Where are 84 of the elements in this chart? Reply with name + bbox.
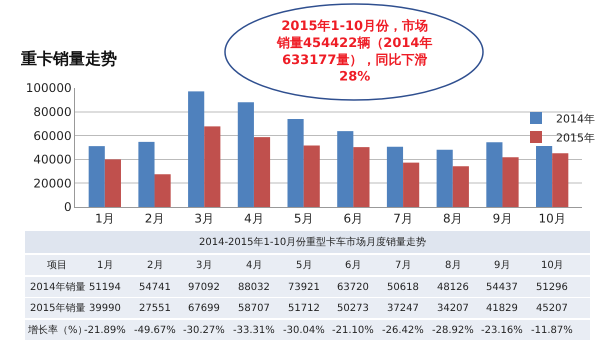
x-tick-label: 4月: [244, 211, 264, 226]
bar: [254, 137, 270, 207]
x-tick-label: 7月: [393, 211, 413, 226]
bar: [188, 91, 204, 207]
x-tick-label: 10月: [538, 211, 566, 226]
bar: [204, 126, 220, 207]
bar: [104, 159, 121, 207]
text: 项目: [47, 260, 67, 271]
bar: [304, 145, 320, 207]
text: -21.10%: [332, 325, 374, 336]
bar: [436, 150, 453, 207]
text: -49.67%: [134, 325, 176, 336]
bar: [403, 162, 420, 207]
bar: [138, 142, 155, 207]
y-tick-label: 40000: [33, 152, 72, 167]
data-label: 54437: [486, 282, 518, 293]
data-label: 45207: [536, 303, 568, 314]
x-tick-label: 9月: [492, 211, 512, 226]
bar: [238, 102, 254, 207]
data-label: 54741: [139, 282, 171, 293]
data-label: 48126: [437, 282, 469, 293]
bar: [536, 146, 552, 207]
x-tick-label: 5月: [294, 211, 314, 226]
legend-label: 2015年: [556, 131, 595, 144]
y-tick-label: 0: [64, 200, 72, 214]
category-label: 8月: [445, 260, 462, 271]
bar: [502, 157, 519, 207]
text: -26.42%: [382, 325, 424, 336]
bar: [154, 174, 171, 207]
data-label: 39990: [89, 303, 121, 314]
bar: [452, 166, 469, 207]
x-tick-label: 3月: [194, 211, 214, 226]
bar: [552, 153, 568, 207]
data-label: 58707: [238, 303, 270, 314]
bar: [353, 147, 370, 207]
x-tick-label: 8月: [442, 211, 463, 226]
text: -33.31%: [233, 325, 275, 336]
bar: [88, 146, 105, 207]
category-label: 4月: [246, 260, 262, 271]
text: -30.27%: [183, 325, 225, 336]
data-label: 34207: [437, 303, 469, 314]
data-label: 63720: [337, 282, 369, 293]
text: -21.89%: [84, 325, 126, 336]
y-tick-label: 80000: [33, 104, 72, 119]
data-label: 50618: [387, 282, 419, 293]
data-label: 51296: [536, 282, 568, 293]
data-label: 88032: [238, 282, 270, 293]
text: -23.16%: [481, 325, 523, 336]
legend-label: 2014年: [556, 112, 595, 126]
data-label: 37247: [387, 303, 419, 314]
data-label: 51194: [89, 282, 121, 293]
bar: [386, 146, 404, 207]
category-label: 7月: [395, 260, 412, 271]
y-tick-label: 60000: [33, 128, 72, 143]
chart-title: 重卡销量走势: [20, 49, 117, 68]
data-label: 67699: [188, 303, 220, 314]
category-label: 2月: [147, 260, 164, 271]
data-label: 41829: [486, 303, 518, 314]
category-label: 1月: [97, 260, 114, 271]
x-tick-label: 1月: [95, 211, 115, 226]
bar: [486, 142, 502, 207]
data-label: 50273: [337, 303, 369, 314]
x-tick-label: 2月: [144, 211, 164, 226]
text: 2015年1-10月份，市场销量454422辆（2014年633177量），同比下滑28%: [276, 18, 432, 85]
category-label: 10月: [541, 260, 564, 271]
category-label: 5月: [296, 260, 312, 271]
text: -30.04%: [283, 325, 325, 336]
data-label: 51712: [288, 303, 320, 314]
text: -28.92%: [432, 325, 474, 336]
category-label: 3月: [196, 260, 212, 271]
data-label: 97092: [188, 282, 220, 293]
category-label: 6月: [345, 260, 362, 271]
data-label: 27551: [139, 303, 171, 314]
y-tick-label: 100000: [26, 81, 72, 96]
text: 2015年销量: [30, 302, 86, 314]
bar: [287, 119, 304, 207]
text: 2014年销量: [30, 281, 86, 293]
category-label: 9月: [494, 260, 510, 271]
data-label: 73921: [288, 282, 320, 293]
bar: [337, 131, 354, 207]
x-tick-label: 6月: [344, 211, 364, 226]
text: 2014-2015年1-10月份重型卡车市场月度销量走势: [199, 236, 426, 248]
text: -11.87%: [531, 325, 573, 336]
y-tick-label: 20000: [33, 176, 72, 190]
